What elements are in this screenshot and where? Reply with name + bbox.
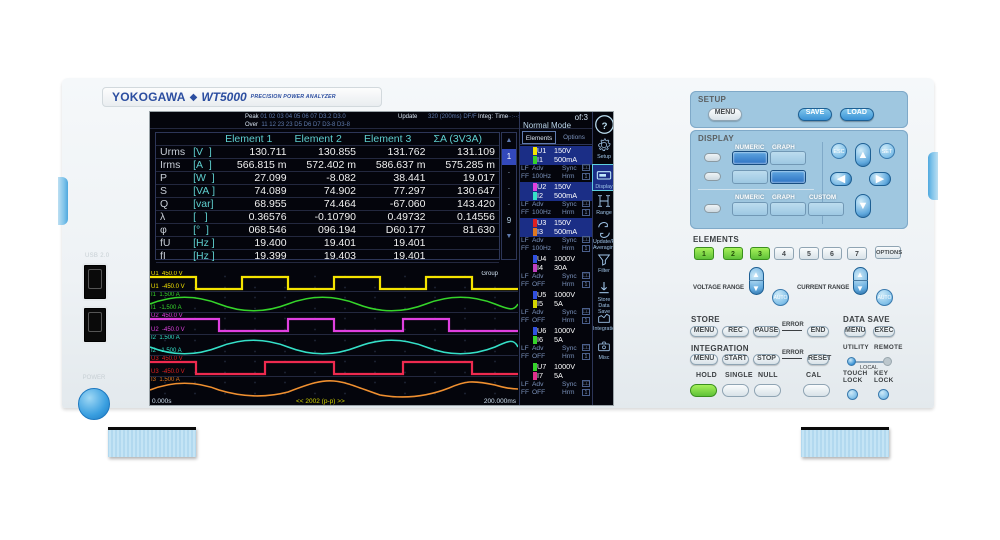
svg-text:?: ? <box>602 121 608 132</box>
